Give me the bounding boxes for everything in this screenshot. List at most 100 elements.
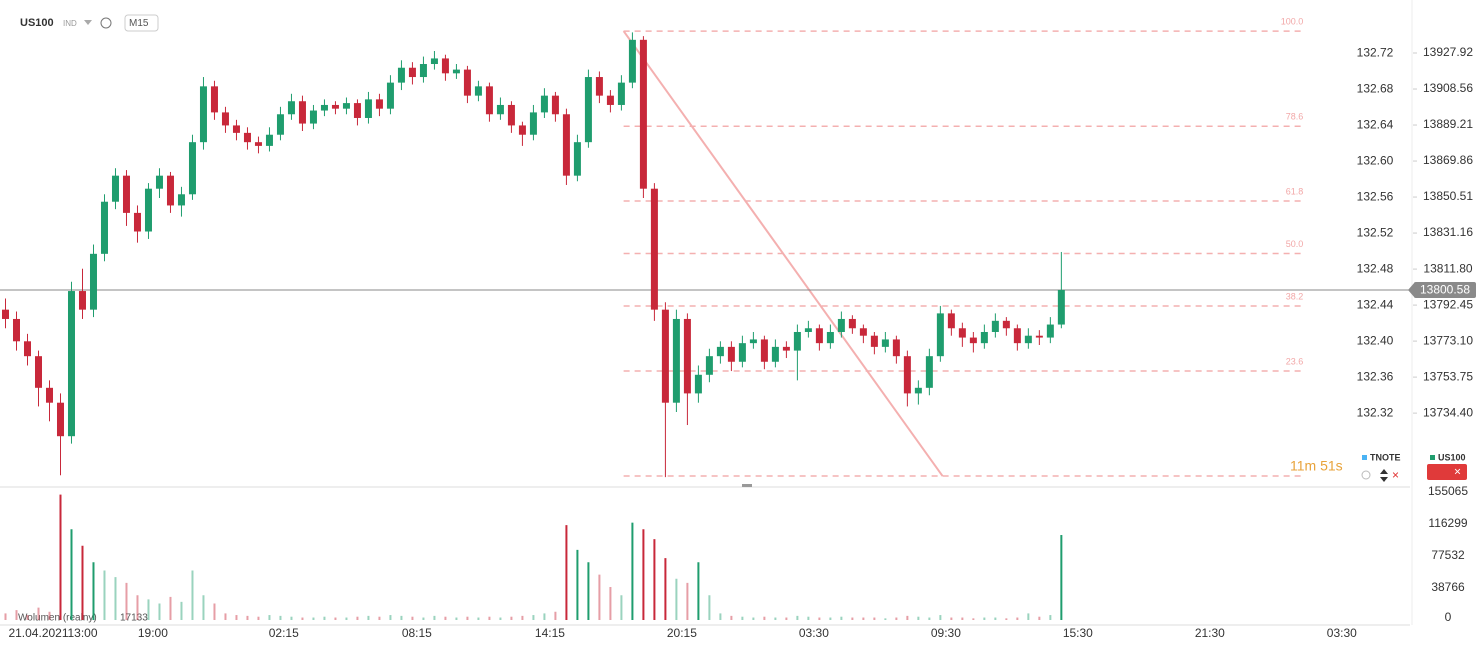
- y2-tick-label: 132.56: [1357, 189, 1394, 203]
- volume-bar: [477, 617, 480, 620]
- volume-tick-label: 0: [1445, 610, 1452, 624]
- candle-body: [166, 175, 174, 206]
- candle-body: [881, 339, 889, 347]
- volume-bar: [1049, 615, 1052, 620]
- legend-tnote: TNOTE: [1370, 452, 1401, 462]
- close-icon[interactable]: ×: [1392, 468, 1399, 482]
- fib-level-label: 78.6: [1286, 112, 1304, 122]
- move-icon[interactable]: [1380, 469, 1388, 482]
- candle-body: [111, 175, 119, 202]
- candle-body: [595, 77, 603, 96]
- volume-bar: [180, 601, 183, 620]
- dropdown[interactable]: [84, 20, 92, 25]
- volume-bar: [444, 616, 447, 620]
- volume-bar: [576, 549, 579, 620]
- volume-bar: [103, 570, 106, 620]
- y2-tick-label: 132.72: [1357, 45, 1394, 59]
- candle-body: [683, 318, 691, 394]
- x-tick-label: 03:30: [1327, 626, 1357, 640]
- candle-body: [320, 104, 328, 111]
- y-tick-label: 13753.75: [1423, 369, 1473, 383]
- candle-body: [474, 86, 482, 96]
- candle-body: [826, 331, 834, 344]
- candle-body: [738, 343, 746, 362]
- y2-tick-label: 132.52: [1357, 225, 1394, 239]
- volume-bar: [521, 615, 524, 620]
- volume-bar: [213, 603, 216, 620]
- close-icon[interactable]: ×: [1454, 465, 1461, 479]
- volume-bar: [939, 615, 942, 620]
- interval-box[interactable]: [124, 14, 159, 32]
- volume-value: 17133: [120, 613, 148, 624]
- close-button[interactable]: [1427, 464, 1467, 480]
- volume-bar: [92, 562, 95, 620]
- volume-bar: [686, 582, 689, 620]
- y-tick-label: 13811.80: [1423, 261, 1472, 275]
- last-price-box: [1414, 281, 1476, 298]
- volume-bar: [136, 595, 139, 620]
- volume-bar: [345, 617, 348, 620]
- volume-tick-label: 116299: [1428, 516, 1467, 530]
- x-tick-label: 14:15: [535, 626, 565, 640]
- candle-body: [694, 374, 702, 394]
- x-tick-label: 02:15: [269, 626, 299, 640]
- volume-bar: [631, 522, 634, 620]
- volume-bar: [455, 617, 458, 620]
- candle-body: [892, 339, 900, 357]
- candle-body: [562, 114, 570, 176]
- y-tick-label: 13908.56: [1423, 81, 1473, 95]
- candle-body: [463, 69, 471, 96]
- x-tick-label: 20:15: [667, 626, 697, 640]
- volume-bar: [389, 615, 392, 620]
- volume-bar: [697, 562, 700, 620]
- last-price-label: 13800.58: [1420, 283, 1470, 297]
- candle-body: [1002, 320, 1010, 329]
- y-tick-label: 13773.10: [1423, 333, 1473, 347]
- volume-bar: [499, 617, 502, 620]
- volume-bar: [642, 529, 645, 620]
- legend-swatch: [1430, 455, 1435, 460]
- volume-bar: [125, 582, 128, 620]
- volume-bar: [675, 578, 678, 620]
- candle-body: [815, 328, 823, 344]
- candle-body: [914, 387, 922, 394]
- y-tick-label: 13831.16: [1423, 225, 1473, 239]
- candle-body: [1, 309, 9, 319]
- volume-bar: [312, 617, 315, 620]
- volume-bar: [917, 616, 920, 620]
- volume-bar: [235, 615, 238, 620]
- eye-icon[interactable]: [1361, 470, 1371, 480]
- y-tick-label: 13927.92: [1423, 45, 1473, 59]
- panel-handle[interactable]: [742, 484, 752, 487]
- candle-body: [386, 82, 394, 109]
- volume-bar: [1005, 618, 1008, 620]
- volume-bar: [26, 615, 29, 620]
- volume-bar: [48, 611, 51, 620]
- x-tick-label: 19:00: [138, 626, 168, 640]
- candle-body: [23, 341, 31, 357]
- volume-bar: [543, 613, 546, 620]
- x-tick-label: 09:30: [931, 626, 961, 640]
- candle-body: [45, 387, 53, 403]
- y2-tick-label: 132.44: [1357, 297, 1394, 311]
- volume-bar: [807, 616, 810, 620]
- candle-body: [606, 95, 614, 105]
- volume-bar: [752, 617, 755, 620]
- candle-body: [1013, 328, 1021, 344]
- volume-bar: [983, 617, 986, 620]
- candle-body: [650, 188, 658, 310]
- candle-body: [243, 132, 251, 143]
- candle-body: [551, 95, 559, 115]
- candle-body: [122, 175, 130, 213]
- y-tick-label: 13869.86: [1423, 153, 1473, 167]
- volume-bar: [59, 494, 62, 620]
- volume-bar: [950, 617, 953, 620]
- candle-body: [441, 58, 449, 74]
- candle-body: [56, 402, 64, 437]
- volume-bar: [488, 616, 491, 620]
- info-icon[interactable]: [100, 17, 112, 29]
- candle-body: [507, 104, 515, 126]
- y2-tick-label: 132.64: [1357, 117, 1394, 131]
- volume-bar: [323, 616, 326, 620]
